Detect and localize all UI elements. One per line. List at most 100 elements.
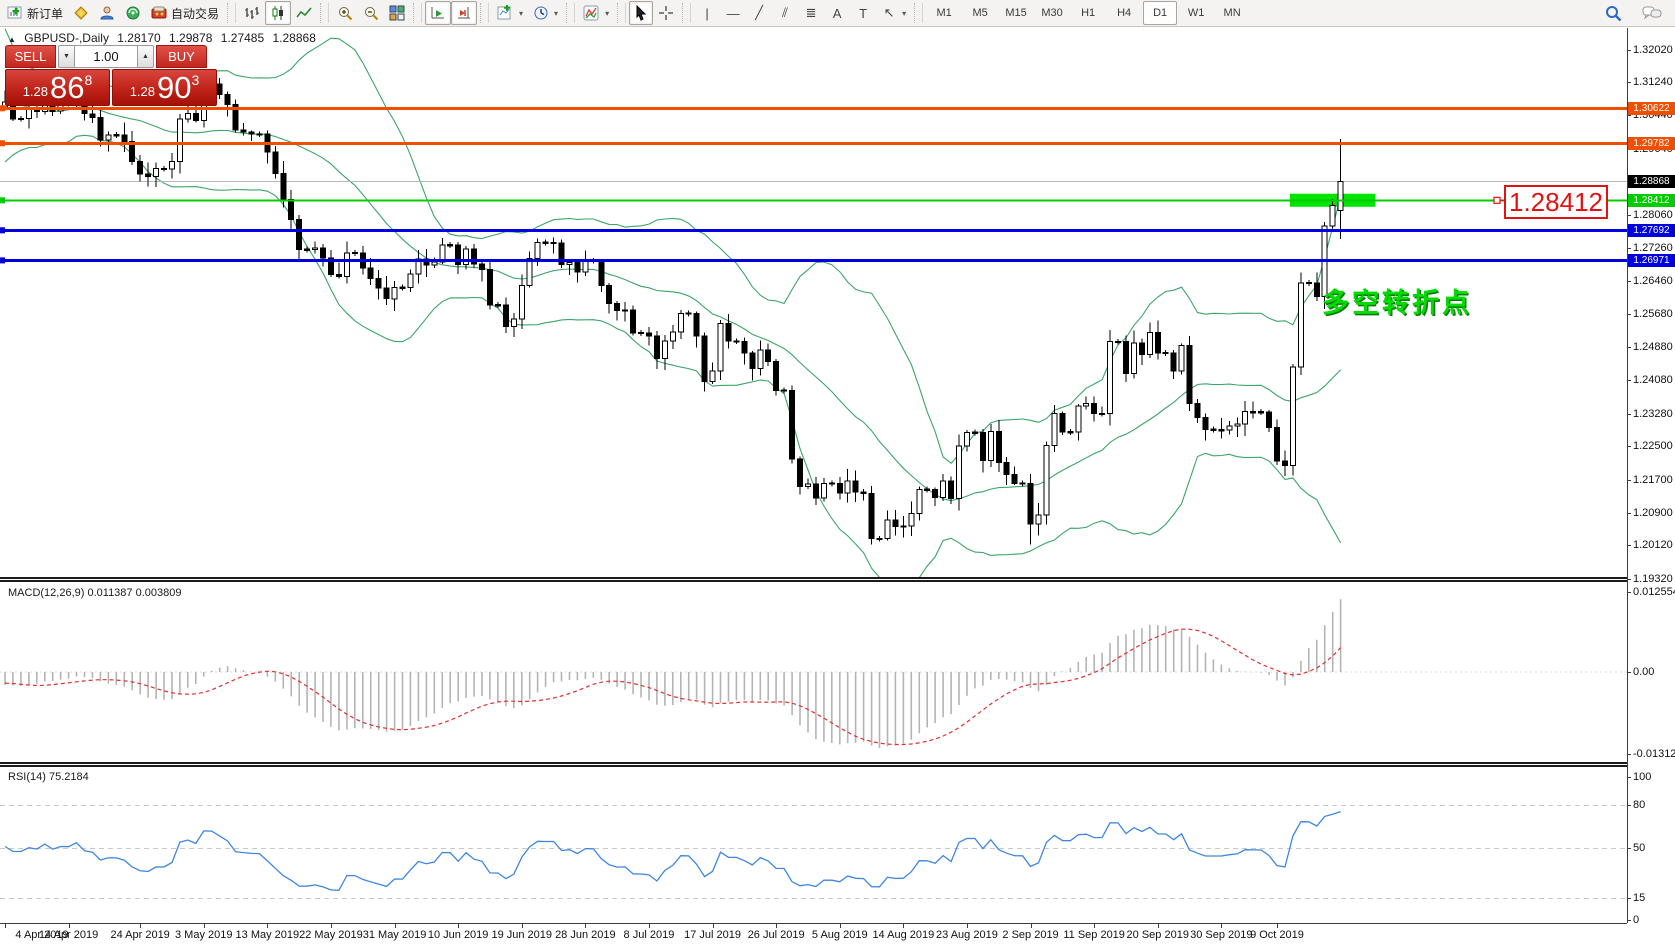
scroll-to-end-icon [430, 5, 446, 21]
main-price-chart[interactable] [0, 28, 1627, 577]
toolbar-separator [682, 3, 692, 23]
volume-down-button[interactable]: ▼ [58, 45, 75, 68]
autotrading-button[interactable]: 自动交易 [146, 1, 224, 25]
toolbar-separator [413, 3, 423, 23]
cursor-icon [634, 5, 648, 21]
macd-indicator-pane[interactable] [0, 582, 1627, 762]
price-axis-tick [1627, 347, 1631, 348]
timeframe-button-h4[interactable]: H4 [1117, 7, 1132, 19]
zoom-in-button[interactable] [332, 1, 358, 25]
vertical-line-icon: | [705, 5, 709, 21]
macd-axis-label: 0.012554 [1633, 586, 1675, 599]
turning-point-annotation[interactable]: 多空转折点 [1322, 288, 1472, 318]
macd-axis-label: -0.013128 [1633, 748, 1675, 761]
date-axis-label: 2 Sep 2019 [1002, 929, 1059, 941]
collapse-panel-icon[interactable]: ▲ [8, 35, 16, 44]
line-chart-icon [296, 5, 312, 21]
buy-price-big: 90 [157, 70, 192, 105]
volume-input[interactable] [75, 45, 137, 68]
dropdown-caret-icon[interactable]: ▾ [519, 8, 524, 18]
cursor-button[interactable] [629, 1, 654, 25]
chart-shift-icon [456, 5, 472, 21]
price-axis-badge: 1.28868 [1628, 174, 1675, 188]
chart-shift-button[interactable] [451, 1, 478, 25]
date-axis-label: 30 Sep 2019 [1190, 929, 1253, 941]
timeframe-button-d1[interactable]: D1 [1143, 1, 1178, 25]
period-clock-icon [533, 5, 549, 21]
channel-button[interactable]: ⫽ [772, 1, 798, 25]
indicators-button[interactable]: ▾ [578, 1, 614, 25]
tile-windows-button[interactable] [384, 1, 410, 25]
crosshair-button[interactable] [653, 1, 679, 25]
date-axis-tick [712, 924, 714, 928]
buy-button[interactable]: BUY [156, 45, 207, 68]
sell-button[interactable]: SELL [5, 45, 56, 68]
date-axis-label: 23 Aug 2019 [936, 929, 998, 941]
date-axis-tick [5, 924, 6, 928]
price-axis-tick [1627, 82, 1631, 83]
buy-price-box[interactable]: 1.28 90 3 [112, 69, 217, 106]
bar-chart-button[interactable] [239, 1, 265, 25]
arrows-icon: ↖ [883, 5, 895, 20]
text-label-button[interactable]: T [850, 1, 876, 25]
date-axis-label: 4 Apr 2019 [15, 929, 69, 941]
volume-up-button[interactable]: ▲ [137, 45, 154, 68]
line-chart-button[interactable] [291, 1, 317, 25]
panel-separator[interactable] [0, 762, 1627, 767]
gold-button[interactable] [68, 1, 94, 25]
timeframe-button-m30[interactable]: M30 [1041, 7, 1063, 19]
price-axis-border [1627, 28, 1628, 923]
new-chart-button[interactable]: ▾ [492, 1, 528, 25]
date-axis-tick [1277, 924, 1278, 928]
profile-button[interactable] [94, 1, 120, 25]
date-axis-label: 11 Sep 2019 [1063, 929, 1125, 941]
timeframe-button-m5[interactable]: M5 [972, 7, 988, 19]
vertical-line-button[interactable]: | [694, 1, 720, 25]
macd-axis-tick [1627, 671, 1631, 673]
navigator-button[interactable] [120, 1, 146, 25]
sell-price-box[interactable]: 1.28 86 8 [5, 69, 110, 106]
date-axis[interactable]: 4 Apr 2019 14 Apr 2019 24 Apr 2019 3 May 20… [0, 923, 1627, 946]
rsi-axis-tick [1627, 805, 1631, 807]
close-value: 1.28868 [272, 31, 316, 45]
date-axis-label: 24 Apr 2019 [110, 929, 170, 941]
price-axis-tick [1627, 545, 1631, 547]
period-clock-button[interactable]: ▾ [528, 1, 563, 25]
rsi-axis-label: 15 [1633, 892, 1646, 905]
timeframe-button-h1[interactable]: H1 [1081, 7, 1096, 19]
candle-chart-button[interactable] [265, 1, 292, 25]
text-label-icon: T [859, 5, 868, 21]
dropdown-caret-icon[interactable]: ▾ [605, 8, 610, 18]
date-axis-tick [839, 924, 841, 928]
arrows-button[interactable]: ↖ ▾ [876, 1, 911, 25]
dropdown-caret-icon[interactable]: ▾ [554, 8, 559, 18]
rsi-indicator-pane[interactable] [0, 767, 1627, 923]
zoom-out-button[interactable] [358, 1, 384, 25]
panel-separator[interactable] [0, 577, 1627, 582]
rsi-line [4, 810, 1341, 891]
rsi-axis-label: 0 [1633, 913, 1640, 926]
timeframe-button-m15[interactable]: M15 [1005, 7, 1027, 19]
new-order-button[interactable]: 新订单 [2, 1, 68, 25]
search-button[interactable] [1600, 1, 1627, 25]
chat-button[interactable] [1637, 1, 1667, 25]
timeframe-button-w1[interactable]: W1 [1187, 7, 1205, 19]
trend-line-button[interactable]: ╱ [746, 1, 772, 25]
autotrading-label: 自动交易 [171, 6, 220, 21]
text-button[interactable]: A [824, 1, 850, 25]
fibonacci-button[interactable]: ≣ [798, 1, 824, 25]
price-axis-label: 1.24080 [1633, 374, 1673, 387]
timeframe-button-mn[interactable]: MN [1223, 7, 1241, 19]
price-callout-box[interactable]: 1.28412 [1504, 185, 1608, 219]
horizontal-line-button[interactable]: — [720, 1, 746, 25]
date-axis-label: 5 Aug 2019 [811, 929, 868, 941]
dropdown-caret-icon[interactable]: ▾ [902, 8, 907, 18]
callout-anchor-square [1493, 196, 1501, 204]
price-axis-tick [1627, 512, 1631, 514]
timeframe-button-m1[interactable]: M1 [936, 7, 952, 19]
scroll-to-end-button[interactable] [425, 1, 452, 25]
high-value: 1.29878 [169, 31, 213, 45]
price-axis-tick [1627, 247, 1631, 249]
zoom-in-icon [337, 5, 353, 21]
